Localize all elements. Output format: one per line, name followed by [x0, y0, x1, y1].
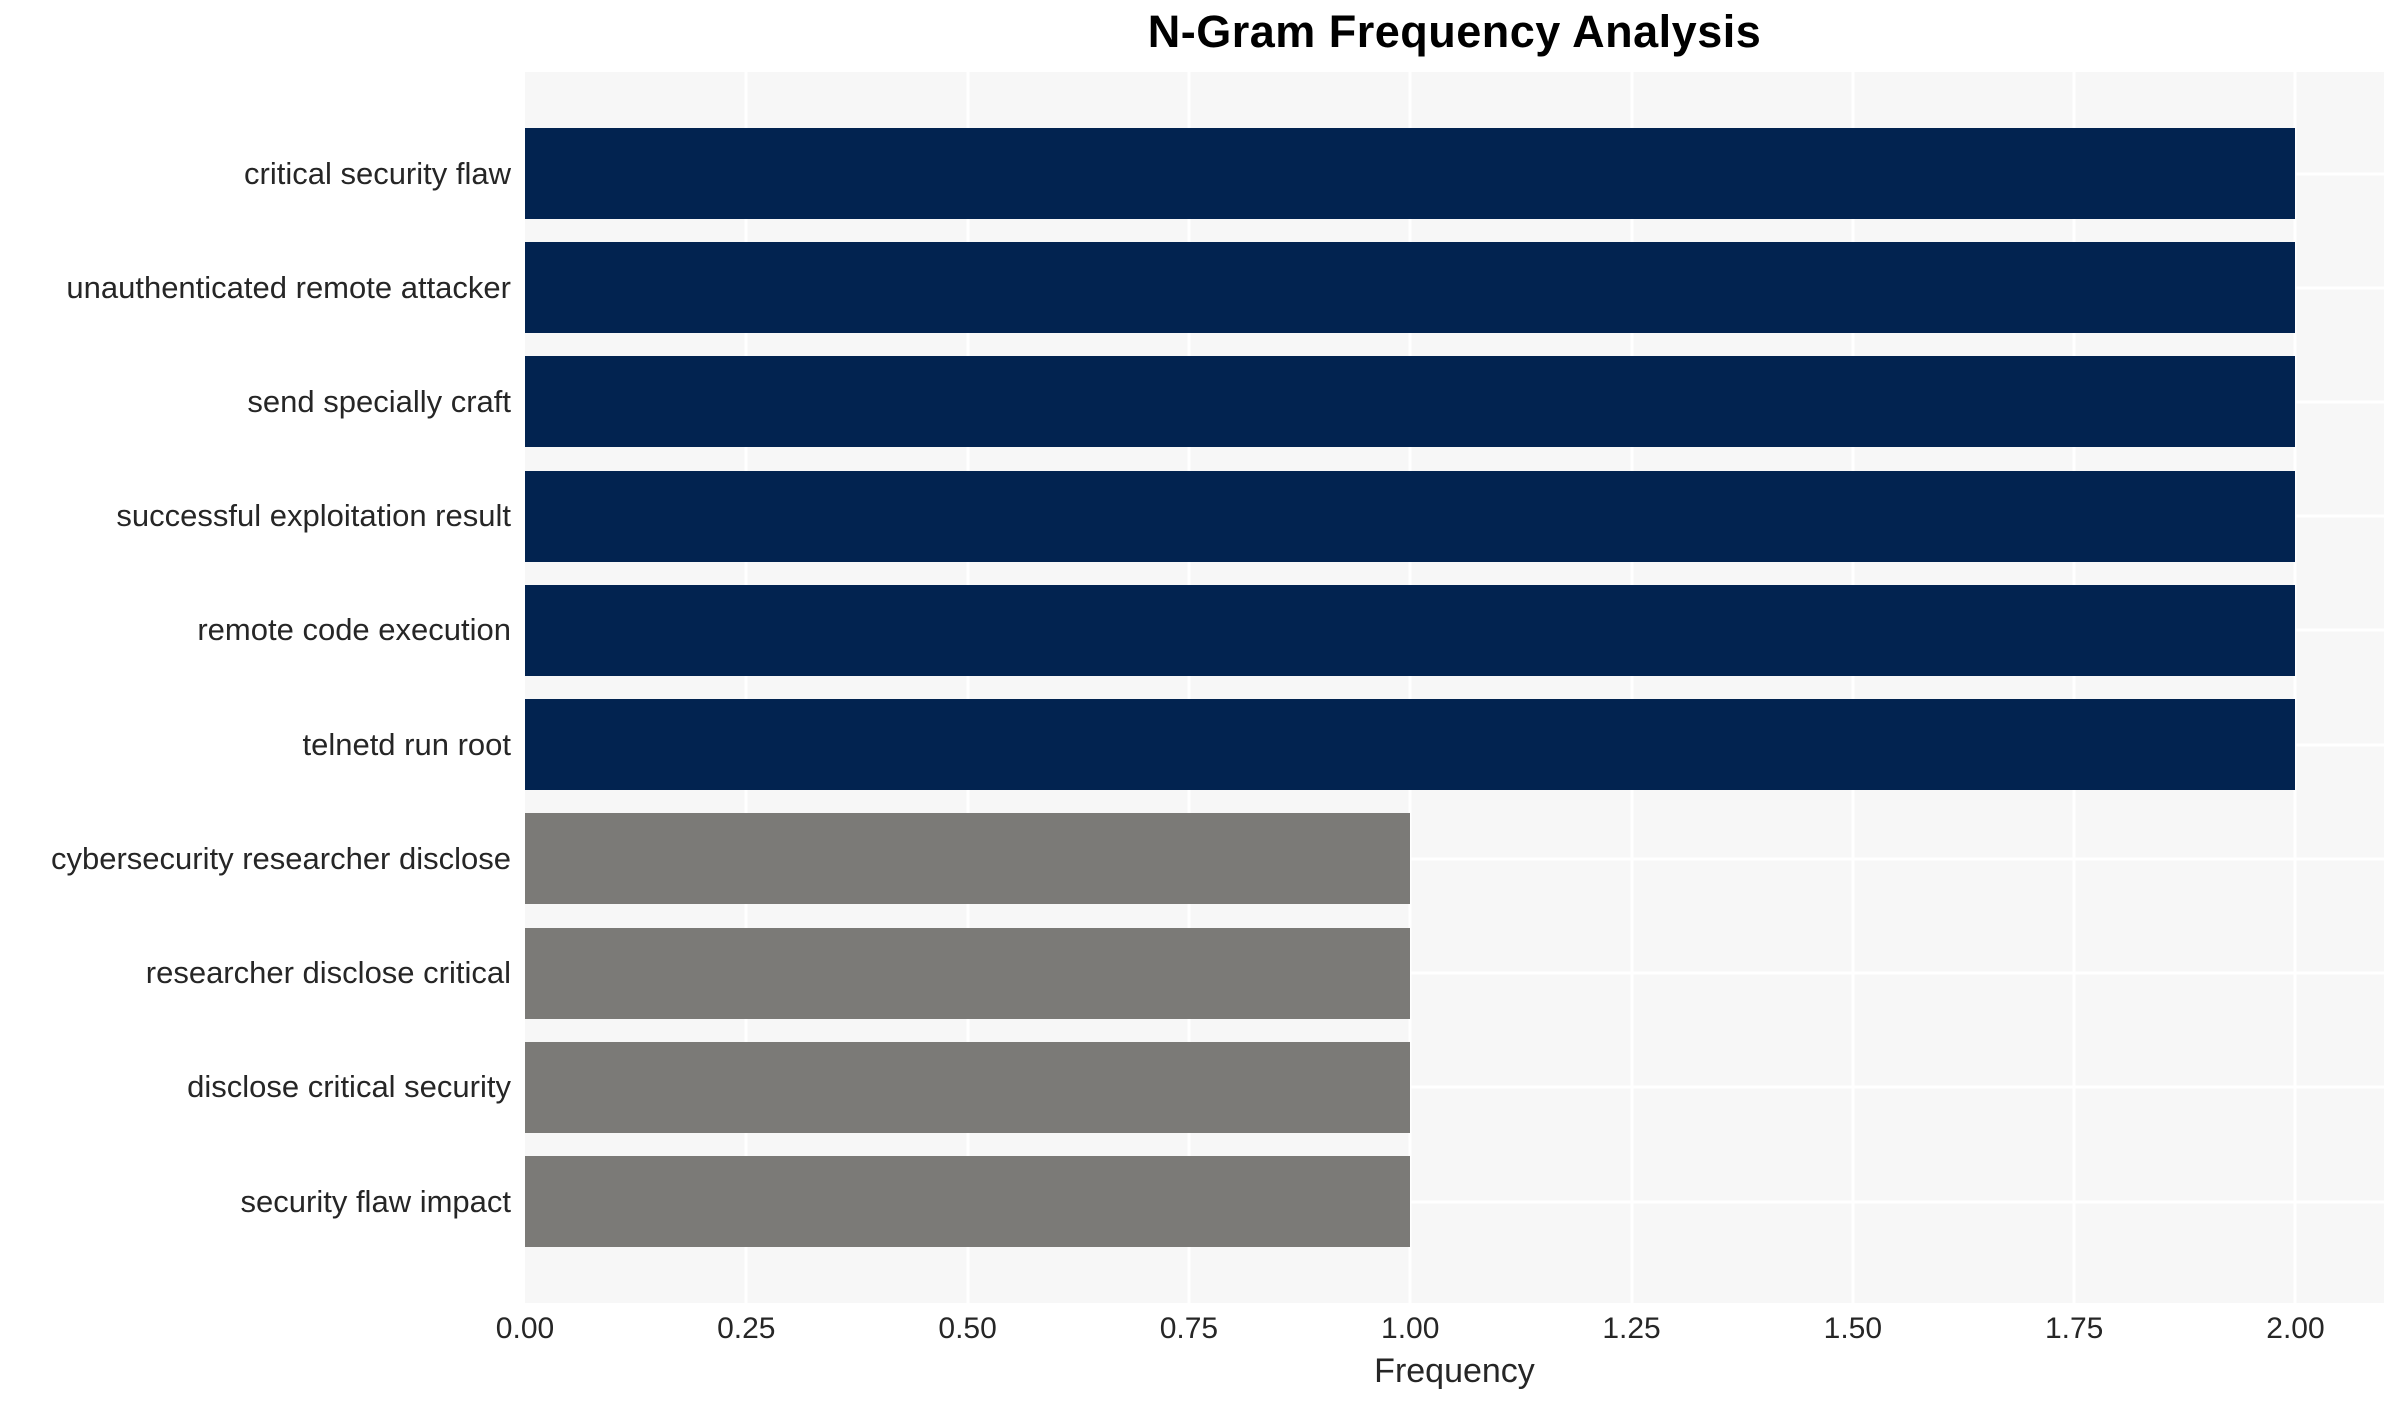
bar-security-flaw-impact [525, 1156, 1411, 1247]
bar-disclose-critical-security [525, 1041, 1411, 1133]
bar-cybersecurity-researcher-disclose [525, 813, 1411, 905]
plot-area [525, 72, 2384, 1303]
gridline-y [525, 1085, 2384, 1089]
bar-critical-security-flaw [525, 128, 2296, 219]
x-tick-label: 0.75 [1159, 1312, 1219, 1345]
category-label: telnetd run root [302, 726, 511, 762]
x-tick-label: 0.25 [717, 1312, 776, 1345]
bar-unauthenticated-remote-attacker [525, 242, 2296, 334]
category-label: security flaw impact [240, 1183, 511, 1219]
x-tick-label: 1.75 [2044, 1312, 2104, 1345]
bar-send-specially-craft [525, 356, 2296, 448]
gridline-x [1408, 72, 1412, 1303]
x-axis-ticks: 0.00 0.25 0.50 0.75 1.00 1.25 1.50 1.75 2.00 [0, 1312, 2404, 1352]
gridline-y [525, 1200, 2384, 1203]
category-label: send specially craft [247, 383, 511, 419]
x-tick-label: 1.25 [1602, 1312, 1661, 1345]
bar-successful-exploitation-result [525, 470, 2296, 562]
gridline-x [744, 72, 748, 1303]
x-tick-label: 0.00 [495, 1312, 555, 1345]
gridline-x [2293, 72, 2297, 1303]
x-tick-label: 0.50 [938, 1312, 997, 1345]
x-tick-label: 1.00 [1381, 1312, 1440, 1345]
x-tick-label: 1.50 [1823, 1312, 1883, 1345]
x-tick-label: 2.00 [2266, 1312, 2325, 1345]
category-label: unauthenticated remote attacker [66, 269, 511, 305]
chart-title: N-Gram Frequency Analysis [1147, 6, 1762, 57]
gridline-x [1851, 72, 1855, 1303]
x-axis-title: Frequency [1374, 1352, 1535, 1390]
bar-remote-code-execution [525, 584, 2296, 676]
gridline-x [1187, 72, 1191, 1303]
bar-telnetd-run-root [525, 699, 2296, 791]
gridline-y [525, 857, 2384, 861]
category-label: successful exploitation result [116, 498, 511, 534]
category-label: critical security flaw [244, 155, 511, 191]
gridline-x [1630, 72, 1634, 1303]
gridline-x [966, 72, 970, 1303]
category-label: cybersecurity researcher disclose [50, 840, 511, 876]
bar-researcher-disclose-critical [525, 927, 1411, 1019]
y-axis-labels: critical security flaw unauthenticated re… [0, 72, 511, 1303]
category-label: disclose critical security [187, 1069, 511, 1105]
category-label: researcher disclose critical [145, 955, 511, 991]
gridline-x [2072, 72, 2076, 1303]
gridline-y [525, 971, 2384, 975]
category-label: remote code execution [197, 612, 511, 648]
